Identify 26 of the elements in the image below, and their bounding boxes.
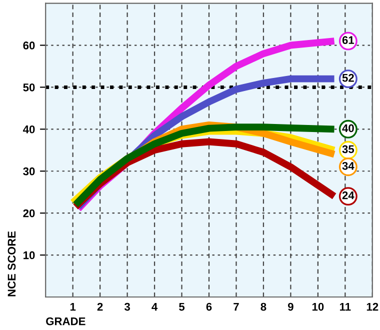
data-label: 61	[342, 36, 354, 44]
x-tick-label: 7	[234, 302, 239, 311]
x-tick-label: 5	[179, 302, 185, 311]
y-tick-label: 10	[24, 251, 35, 260]
y-tick-label: 20	[23, 209, 35, 218]
y-tick-label: 50	[23, 83, 35, 92]
data-label: 35	[342, 145, 354, 154]
x-tick-label: 8	[260, 302, 266, 311]
data-label: 52	[342, 74, 354, 82]
x-tick-label: 3	[124, 302, 130, 311]
y-tick-label: 60	[23, 42, 35, 50]
x-tick-label: 6	[206, 302, 212, 311]
data-label: 34	[342, 162, 354, 170]
x-tick-label: 12	[366, 302, 378, 311]
x-tick-label: 2	[97, 302, 103, 311]
x-tick-label: 10	[312, 302, 324, 311]
x-tick-label: 11	[340, 302, 351, 311]
x-axis-title: GRADE	[46, 317, 86, 326]
y-axis-title: NCE SCORE	[8, 231, 16, 296]
y-tick-label: 30	[23, 167, 35, 176]
data-label: 24	[342, 191, 354, 200]
x-tick-label: 4	[152, 302, 158, 311]
data-label: 40	[342, 124, 354, 132]
x-tick-label: 1	[70, 302, 76, 311]
x-tick-label: 9	[288, 302, 294, 311]
y-tick-label: 40	[22, 125, 35, 134]
